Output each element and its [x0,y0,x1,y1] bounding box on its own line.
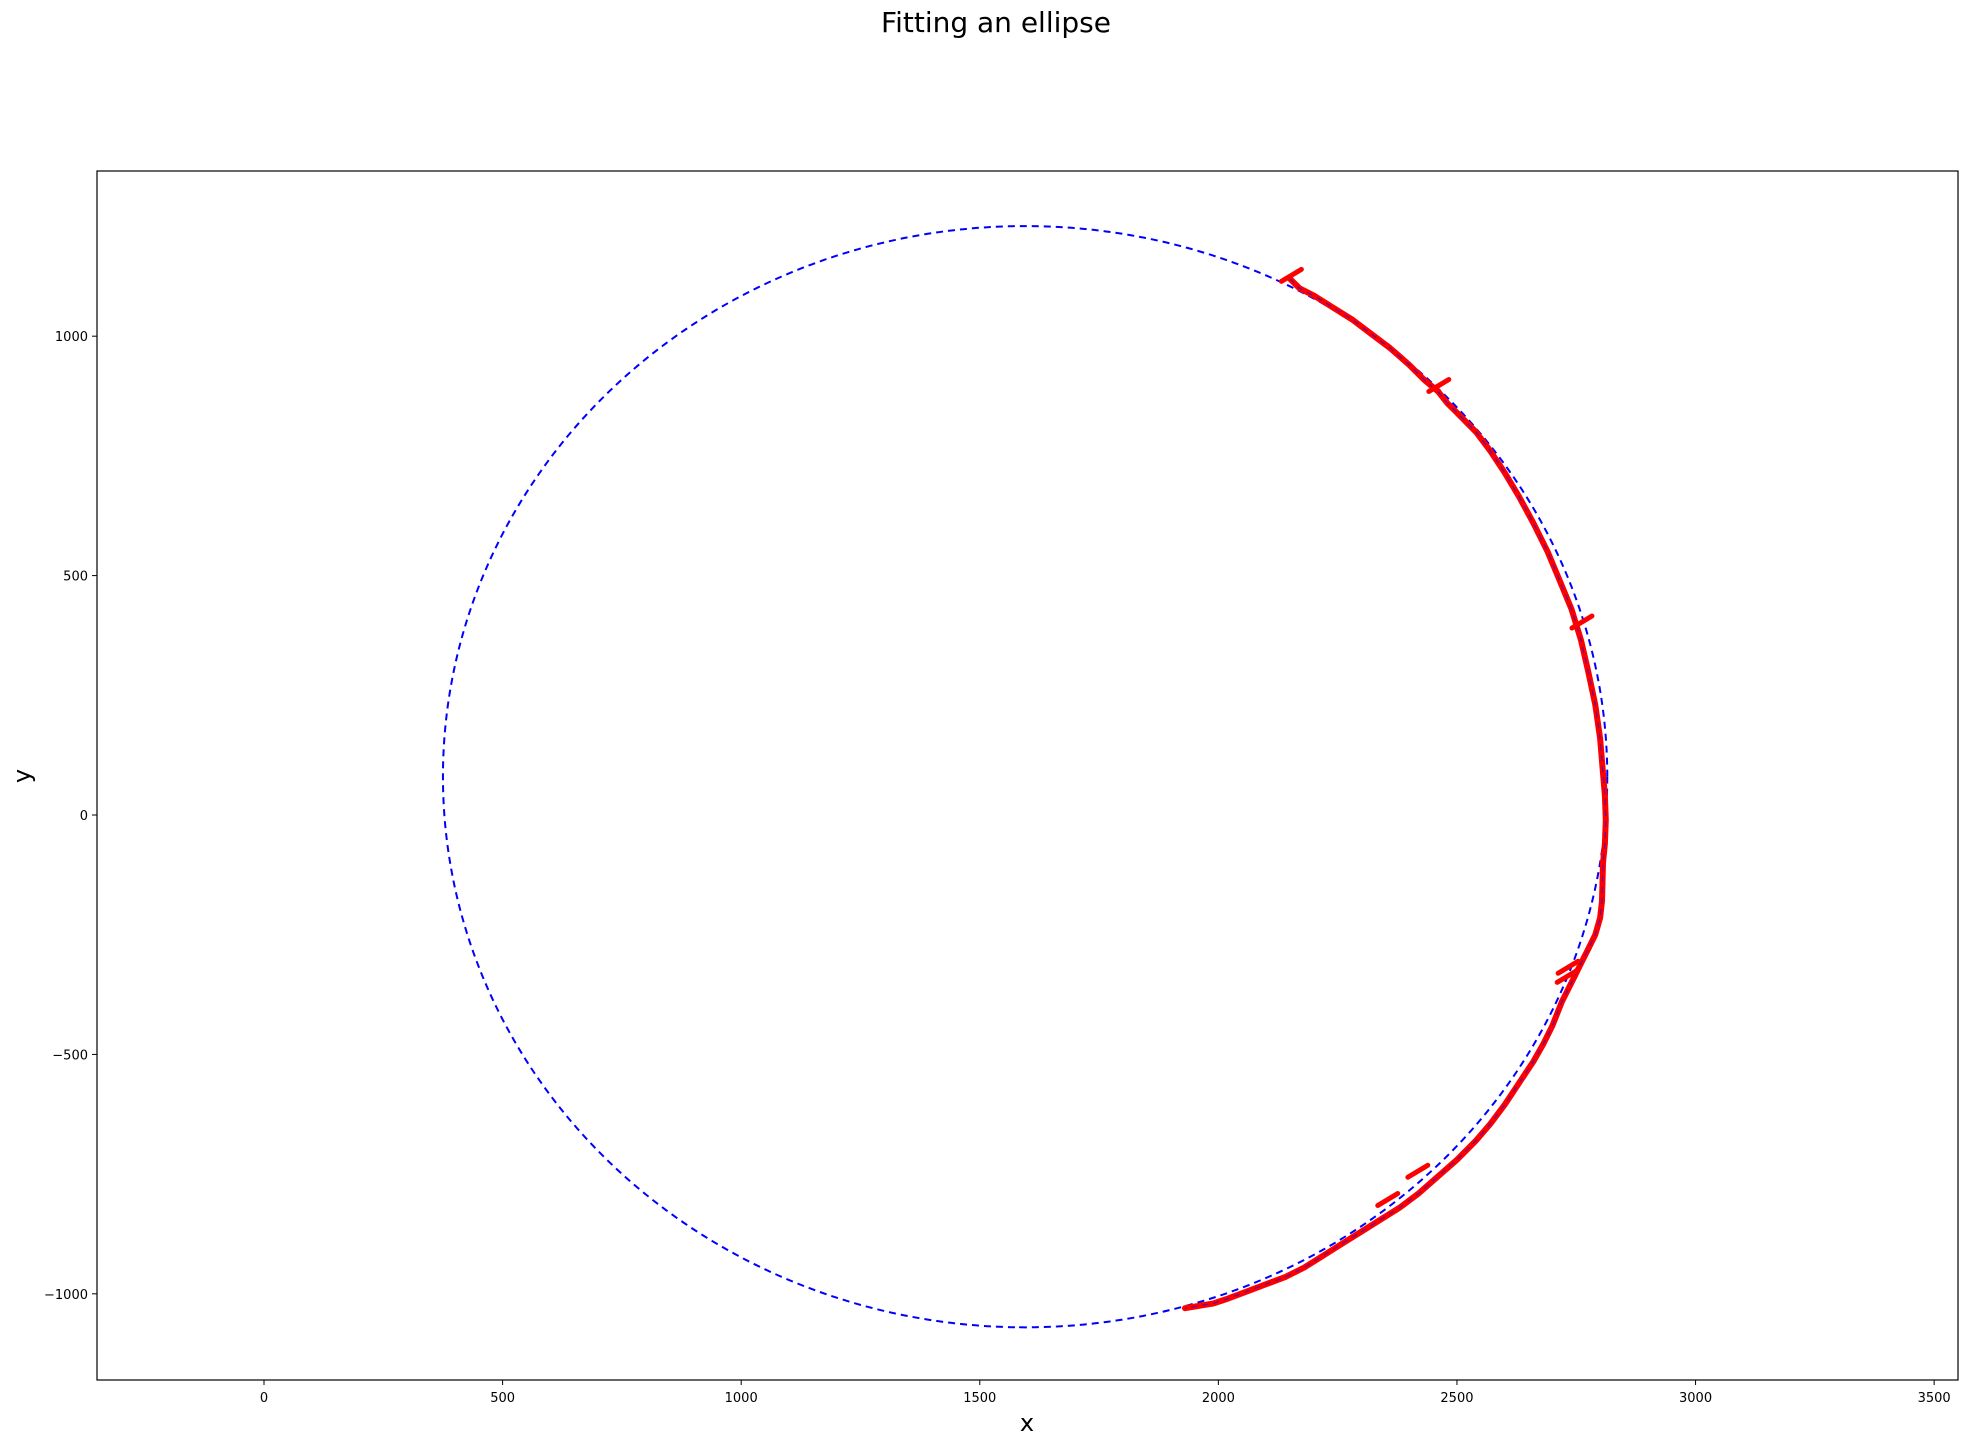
plot-frame [96,170,1959,1381]
x-tick-label: 2000 [1202,1391,1235,1406]
y-tick-label: −500 [52,1048,88,1063]
y-tick-label: −1000 [44,1288,88,1303]
y-tick-label: 1000 [55,330,88,345]
data-whisker-mark [1554,967,1580,985]
x-tick-label: 500 [490,1391,515,1406]
x-axis-label: x [1020,1409,1034,1437]
y-tick-label: 0 [80,809,88,824]
fit-overlay-line [1184,278,1607,1309]
x-tick-label: 1500 [963,1391,996,1406]
x-tick-label: 3500 [1918,1391,1951,1406]
y-axis-label: y [8,769,36,783]
x-tick-label: 2500 [1440,1391,1473,1406]
data-whisker-mark [1375,1190,1401,1208]
fitted-ellipse-dashed [441,225,1609,1329]
data-whisker-mark [1569,613,1595,631]
chart-title: Fitting an ellipse [881,6,1111,39]
data-whisker-mark [1555,958,1581,976]
data-whisker-mark [1278,266,1304,284]
x-tick-label: 1000 [725,1391,758,1406]
y-tick-label: 500 [63,570,88,585]
x-tick-label: 0 [260,1391,268,1406]
x-tick-label: 3000 [1679,1391,1712,1406]
data-whisker-mark [1405,1162,1431,1180]
data-whisker-mark [1426,377,1452,395]
